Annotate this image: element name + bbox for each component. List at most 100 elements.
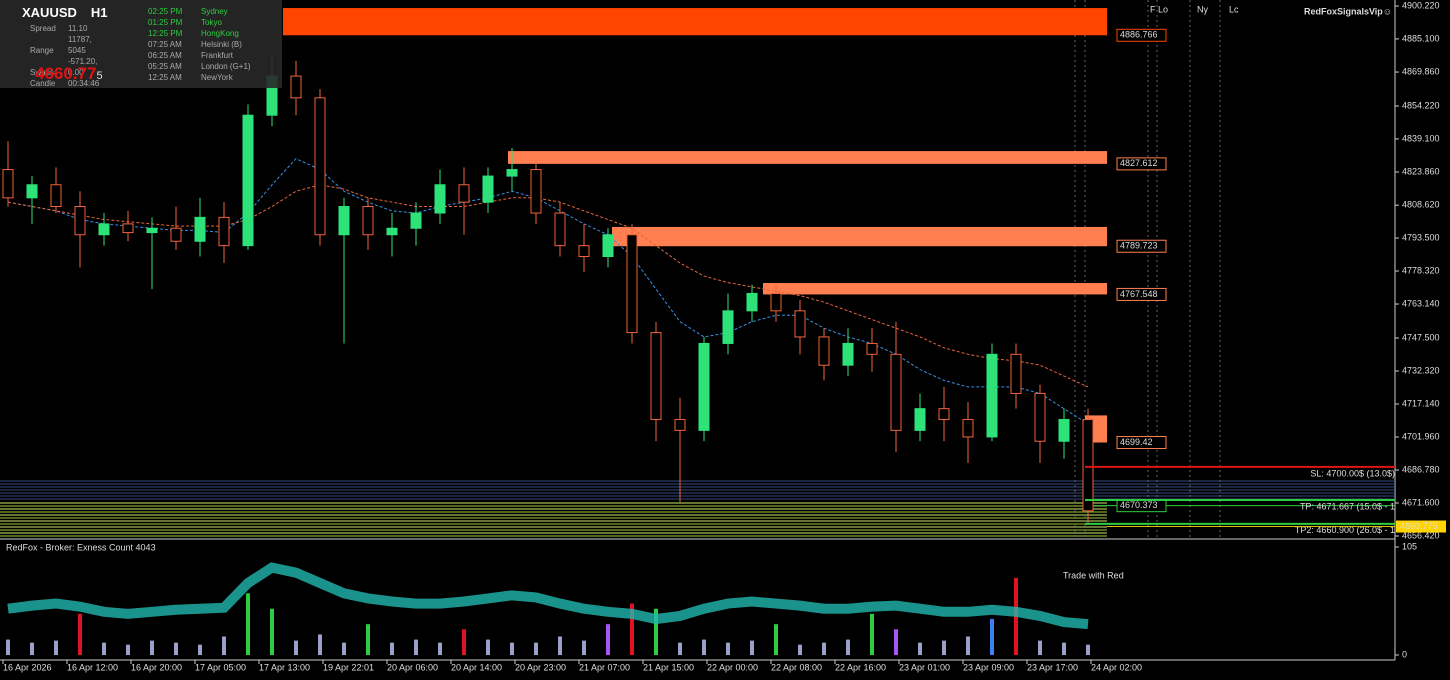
oscillator-bar	[366, 624, 370, 655]
x-tick-label: 16 Apr 20:00	[131, 662, 182, 672]
y-tick-label: 4778.320	[1402, 265, 1440, 275]
supply-zone	[763, 283, 1107, 295]
session-name: Helsinki (B)	[201, 40, 242, 49]
oscillator-bar	[678, 642, 682, 655]
supply-zone	[508, 151, 1107, 164]
y-tick-label: 4671.600	[1402, 497, 1440, 507]
oscillator-bar	[486, 639, 490, 655]
zone-label: 4699.42	[1120, 437, 1153, 447]
info-key: Range	[30, 46, 54, 55]
oscillator-bar	[846, 639, 850, 655]
session-marker: Ny	[1197, 4, 1208, 14]
symbol: XAUUSD H1	[22, 5, 108, 20]
x-tick-label: 20 Apr 06:00	[387, 662, 438, 672]
tp-label: TP: 4671.667 (15.0$ - 1	[1300, 501, 1395, 511]
candle-body	[962, 419, 974, 438]
x-tick-label: 22 Apr 00:00	[707, 662, 758, 672]
session-time: 02:25 PM	[148, 7, 183, 16]
candle-body	[746, 292, 758, 312]
session-name: Sydney	[201, 7, 228, 16]
oscillator-bar	[462, 629, 466, 655]
info-value: -571.20, 0.00	[68, 57, 98, 77]
x-tick-label: 16 Apr 2026	[3, 662, 52, 672]
supply-zone	[612, 226, 1107, 247]
session-time: 06:25 AM	[148, 51, 182, 60]
oscillator-bar	[150, 640, 154, 655]
candle-body	[914, 408, 926, 431]
y-tick-label: 4900.220	[1402, 0, 1440, 10]
ribbon	[7, 562, 1089, 630]
oscillator-title: RedFox - Broker: Exness Count 4043	[6, 542, 156, 552]
info-key: Spread	[30, 24, 56, 33]
x-tick-label: 20 Apr 23:00	[515, 662, 566, 672]
oscillator-bar	[54, 640, 58, 655]
oscillator-bar	[198, 644, 202, 655]
info-value: 11787, 5045	[68, 35, 92, 55]
candle-body	[458, 184, 470, 203]
oscillator-bar	[870, 613, 874, 655]
price-main: 4660.77	[35, 64, 97, 83]
x-tick-label: 22 Apr 08:00	[771, 662, 822, 672]
y-tick-label: 4854.220	[1402, 100, 1440, 110]
candle-body	[242, 114, 254, 247]
session: 07:25 AM Helsinki (B)	[148, 39, 254, 50]
candle-body	[770, 292, 782, 312]
y-tick-label: 4869.860	[1402, 66, 1440, 76]
oscillator-bar	[6, 639, 10, 655]
oscillator-bar	[126, 644, 130, 655]
session: 02:25 PM Sydney	[148, 6, 254, 17]
oscillator-bar	[246, 593, 250, 655]
x-tick-label: 24 Apr 02:00	[1091, 662, 1142, 672]
price-label: 4660.775	[1400, 521, 1438, 531]
candle-body	[674, 419, 686, 431]
candle-body	[2, 169, 14, 199]
candle-body	[650, 332, 662, 421]
oscillator-bar	[510, 642, 514, 655]
candle-body	[338, 206, 350, 236]
oscillator-bar	[918, 642, 922, 655]
moving-average	[7, 158, 1089, 425]
brand: RedFoxSignalsVip☺	[1304, 6, 1392, 16]
oscillator-bar	[630, 603, 634, 655]
symbol-name: XAUUSD	[22, 5, 77, 20]
candle-body	[1034, 392, 1046, 442]
candle-body	[602, 234, 614, 258]
candle-body	[386, 227, 398, 236]
oscillator-bar	[414, 639, 418, 655]
oscillator-bar	[774, 624, 778, 655]
x-tick-label: 21 Apr 07:00	[579, 662, 630, 672]
x-tick-label: 23 Apr 09:00	[963, 662, 1014, 672]
candle-body	[170, 227, 182, 242]
oscillator-bar	[702, 639, 706, 655]
oscillator-bar	[534, 642, 538, 655]
session-time: 01:25 PM	[148, 18, 183, 27]
oscillator-bar	[318, 634, 322, 655]
y-tick-label: 4701.960	[1402, 431, 1440, 441]
info-value: 11.10	[68, 24, 88, 33]
session-name: HongKong	[201, 29, 239, 38]
candle-body	[698, 342, 710, 431]
candle-body	[98, 223, 110, 236]
y-tick-label: 4839.100	[1402, 133, 1440, 143]
oscillator-bar	[750, 640, 754, 655]
candle-body	[290, 75, 302, 99]
oscillator-bar	[990, 619, 994, 655]
zone-label-box	[1116, 239, 1167, 253]
info-key: Candle	[30, 79, 56, 88]
info-row: Spread 11.10	[30, 23, 106, 34]
tp2-label: TP2: 4660.900 (26.0$ - 1	[1295, 525, 1395, 535]
oscillator-bar	[78, 613, 82, 655]
session: 12:25 AM NewYork	[148, 72, 254, 83]
support-label: 4670.373	[1120, 500, 1158, 510]
session-name: London (G+1)	[201, 62, 251, 71]
candle-body	[890, 353, 902, 431]
session: 06:25 AM Frankfurt	[148, 50, 254, 61]
oscillator-bar	[942, 640, 946, 655]
session-time: 12:25 AM	[148, 73, 182, 82]
y-tick-label: 4747.500	[1402, 332, 1440, 342]
candle-body	[506, 169, 518, 177]
info-row: Range 11787, 5045	[30, 34, 106, 56]
candle-body	[122, 223, 134, 234]
